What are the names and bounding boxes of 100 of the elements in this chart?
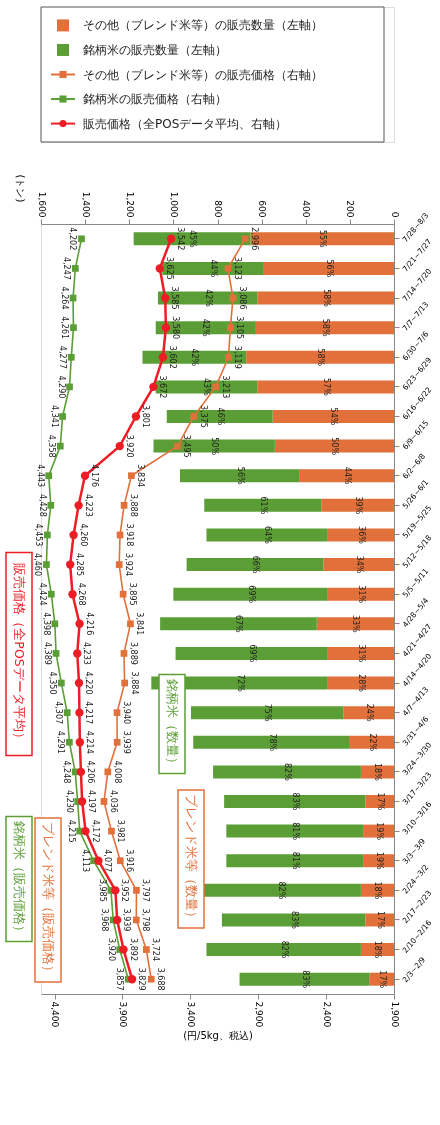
data-label: 4,077: [103, 849, 113, 873]
data-label: 3,895: [128, 582, 138, 606]
data-label: 2,996: [250, 227, 260, 251]
data-label: 4,277: [58, 345, 68, 369]
data-label: 4,206: [85, 760, 95, 784]
annotation: 31%: [356, 644, 366, 663]
data-label: 3,857: [115, 967, 125, 991]
annotation: 56%: [235, 466, 245, 486]
data-label: 3,724: [151, 938, 161, 962]
data-label: 3,889: [128, 641, 138, 665]
data-label: 4,290: [56, 375, 66, 399]
annotation: 50%: [210, 437, 220, 456]
data-label: 4,264: [60, 286, 70, 310]
annotation: 33%: [351, 614, 361, 634]
annotation: 50%: [330, 437, 340, 456]
annotation: 78%: [267, 733, 277, 752]
data-label: 3,213: [220, 375, 230, 399]
data-label: 4,220: [84, 671, 94, 695]
data-label: 3,841: [135, 612, 145, 636]
data-label: 4,261: [60, 316, 70, 340]
annotation: 58%: [321, 289, 331, 308]
data-label: 3,892: [128, 938, 138, 962]
annotation: 57%: [321, 377, 331, 397]
data-label: 3,602: [167, 345, 177, 369]
annotation: 82%: [283, 762, 292, 782]
data-label: 4,248: [62, 760, 72, 784]
x-axis-title: (円/5kg、税込): [183, 1030, 253, 1042]
annotation: 54%: [329, 407, 339, 426]
data-label: 3,797: [141, 878, 151, 902]
annotation: 64%: [263, 526, 273, 545]
x2-axis-title: (トン): [14, 174, 26, 203]
x2-tick-label: 1,400: [80, 191, 91, 218]
data-label: 4,350: [48, 671, 58, 695]
x2-tick-label: 1,000: [168, 191, 179, 218]
annotation: 24%: [364, 703, 374, 722]
data-label: 3,920: [106, 938, 116, 962]
data-label: 4,233: [82, 641, 92, 665]
x-tick-label: 3,900: [117, 1001, 128, 1028]
x2-tick-label: 0: [389, 211, 400, 218]
data-label: 4,223: [83, 493, 93, 517]
data-label: 4,443: [35, 464, 45, 488]
x-tick-label: 2,400: [321, 1001, 332, 1028]
data-label: 3,985: [97, 878, 107, 902]
data-label: 4,291: [56, 730, 66, 754]
data-label: 4,268: [77, 582, 87, 606]
data-label: 3,542: [176, 227, 186, 251]
annotation: 58%: [320, 318, 330, 337]
data-label: 3,940: [122, 701, 132, 725]
annotation: 19%: [374, 822, 384, 841]
x-tick-label: 3,400: [185, 1001, 196, 1028]
data-label: 4,230: [64, 790, 74, 813]
annotation: 17%: [375, 911, 385, 930]
annotation: 34%: [354, 555, 364, 574]
data-label: 4,217: [84, 701, 94, 725]
x-tick-label: 2,900: [253, 1001, 264, 1028]
legend-label: その他（ブレンド米等）の販売価格（右軸）: [83, 67, 323, 82]
data-label: 3,801: [140, 405, 150, 428]
x-tick-label: 4,400: [50, 1001, 61, 1028]
data-label: 3,375: [198, 405, 208, 428]
annotation: 83%: [300, 970, 310, 989]
annotation: 66%: [251, 555, 261, 574]
data-label: 3,119: [233, 345, 243, 369]
annotation: 82%: [277, 881, 287, 900]
annotation: 18%: [373, 940, 383, 959]
data-label: 4,176: [89, 464, 99, 488]
annotation: 61%: [258, 496, 268, 515]
data-label: 3,798: [141, 908, 151, 932]
annotation: 75%: [263, 703, 273, 722]
annotation: 19%: [374, 851, 384, 871]
data-label: 4,008: [112, 760, 122, 784]
annotation: ブレンド米等（数量）: [184, 794, 199, 924]
data-label: 4,036: [109, 790, 118, 813]
annotation: 58%: [316, 348, 326, 367]
x2-tick-label: 1,200: [124, 191, 135, 218]
annotation: 18%: [373, 881, 383, 900]
data-label: 4,197: [87, 790, 97, 813]
data-label: 4,307: [54, 701, 64, 725]
data-label: 4,460: [33, 553, 43, 577]
annotation: 42%: [201, 318, 211, 337]
legend-label: 銘柄米の販売数量（左軸）: [83, 42, 227, 57]
data-label: 3,920: [124, 434, 134, 458]
annotation: 55%: [318, 229, 328, 249]
data-label: 3,580: [170, 316, 180, 340]
data-label: 3,688: [156, 967, 166, 991]
data-label: 3,952: [120, 878, 130, 902]
data-label: 4,398: [41, 612, 51, 636]
legend-label: その他（ブレンド米等）の販売数量（左軸）: [83, 18, 323, 33]
data-label: 4,358: [47, 434, 57, 458]
legend-label: 販売価格（全POSデータ平均、右軸）: [83, 116, 288, 131]
annotation: 31%: [356, 585, 366, 604]
data-label: 3,916: [125, 849, 135, 873]
data-label: 3,105: [235, 316, 245, 340]
data-label: 4,260: [78, 523, 88, 547]
x2-tick-label: 400: [301, 200, 312, 218]
text: 販売価格（全POSデータ平均）: [12, 563, 27, 745]
text: 銘柄米（販売価格）: [12, 820, 27, 938]
data-label: 4,285: [75, 553, 85, 577]
x2-tick-label: 200: [345, 200, 356, 218]
data-label: 4,215: [66, 819, 76, 843]
data-label: 4,214: [84, 730, 94, 754]
